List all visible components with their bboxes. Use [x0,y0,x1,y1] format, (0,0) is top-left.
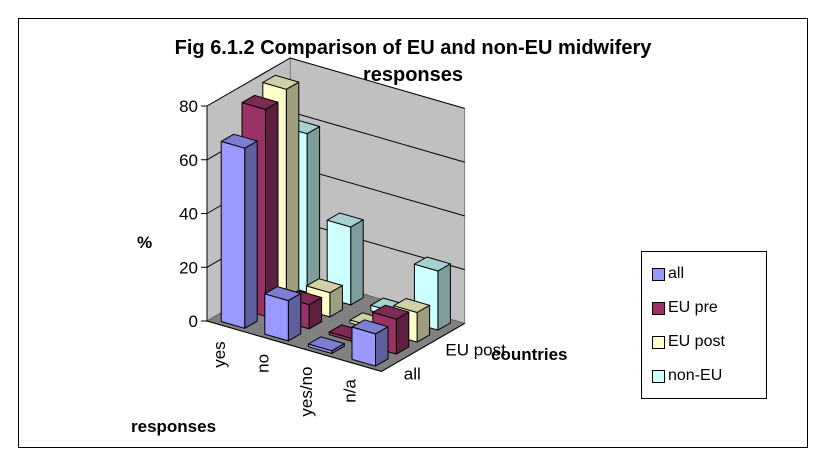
legend-label-eu-post: EU post [668,333,725,350]
gridline [206,57,465,109]
legend-label-all: all [668,265,685,282]
y-tick-label: 20 [179,258,198,277]
y-axis-label: % [137,233,153,252]
legend-item-all: all [652,262,684,286]
legend-swatch-eu-post [652,335,665,349]
bar-all-n-a [351,319,389,367]
chart-title-line-2: responses [362,64,464,86]
legend-swatch-non-eu [652,369,665,383]
depth-axis-line [381,322,465,372]
depth-tick-label-eu-post: EU post [445,340,506,359]
legend-swatch-eu-pre [652,301,665,315]
legend-item-non-eu: non-EU [652,364,722,388]
y-tick-label: 60 [179,151,198,170]
chart-plot: 0 20 40 60 80 yes no yes/no n/a all EU post [179,57,506,417]
y-tick-label: 80 [179,97,198,116]
y-tick-label: 0 [189,312,198,331]
chart-title-line-1: Fig 6.1.2 Comparison of EU and non-EU mi… [174,37,652,59]
depth-axis-label: countries [491,345,568,364]
x-axis-line [206,320,382,372]
chart-frame: Fig 6.1.2 Comparison of EU and non-EU mi… [18,18,808,448]
legend-swatch-all [652,267,665,281]
legend-label-non-eu: non-EU [668,367,723,384]
bar-all-yes [220,133,258,329]
legend-item-eu-post: EU post [652,330,725,354]
x-tick-label-yes-no: yes/no [297,367,316,417]
y-tick-label: 40 [179,205,198,224]
x-axis-label: responses [131,417,217,436]
x-tick-label-yes: yes [210,341,229,367]
bar-all-yes-no [307,336,345,354]
legend-item-eu-pre: EU pre [652,296,718,320]
chart-legend: all EU pre EU post non-EU [641,251,767,399]
x-tick-label-no: no [253,354,272,373]
legend-label-eu-pre: EU pre [668,299,718,316]
x-tick-label-n-a: n/a [341,379,360,403]
depth-tick-label-all: all [404,364,421,383]
bar-all-no [264,286,302,342]
